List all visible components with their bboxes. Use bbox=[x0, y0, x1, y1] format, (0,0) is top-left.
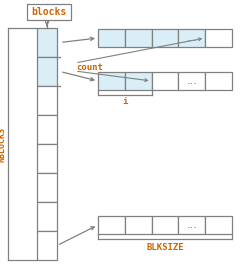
Bar bbox=[27, 4, 71, 20]
Bar bbox=[178, 29, 205, 47]
Bar bbox=[37, 86, 57, 115]
Bar bbox=[125, 72, 152, 90]
Bar bbox=[205, 216, 232, 234]
Text: NBLOCKS: NBLOCKS bbox=[0, 126, 7, 162]
Bar bbox=[37, 202, 57, 231]
Bar bbox=[37, 144, 57, 173]
Text: i: i bbox=[122, 97, 127, 106]
Text: ...: ... bbox=[186, 33, 197, 43]
Text: count: count bbox=[76, 64, 103, 73]
Bar bbox=[178, 216, 205, 234]
Bar bbox=[152, 29, 178, 47]
Bar bbox=[37, 173, 57, 202]
Bar bbox=[98, 72, 125, 90]
Bar bbox=[125, 216, 152, 234]
Text: ...: ... bbox=[186, 76, 197, 86]
Bar bbox=[37, 115, 57, 144]
Bar bbox=[37, 28, 57, 57]
Bar bbox=[37, 231, 57, 260]
Bar bbox=[37, 57, 57, 86]
Text: blocks: blocks bbox=[31, 7, 67, 17]
Bar bbox=[205, 72, 232, 90]
Bar bbox=[125, 29, 152, 47]
Bar bbox=[98, 29, 125, 47]
Bar bbox=[98, 216, 125, 234]
Text: ...: ... bbox=[186, 220, 197, 230]
Bar bbox=[205, 29, 232, 47]
Bar bbox=[152, 216, 178, 234]
Bar bbox=[178, 72, 205, 90]
Bar bbox=[152, 72, 178, 90]
Text: BLKSIZE: BLKSIZE bbox=[146, 242, 184, 251]
